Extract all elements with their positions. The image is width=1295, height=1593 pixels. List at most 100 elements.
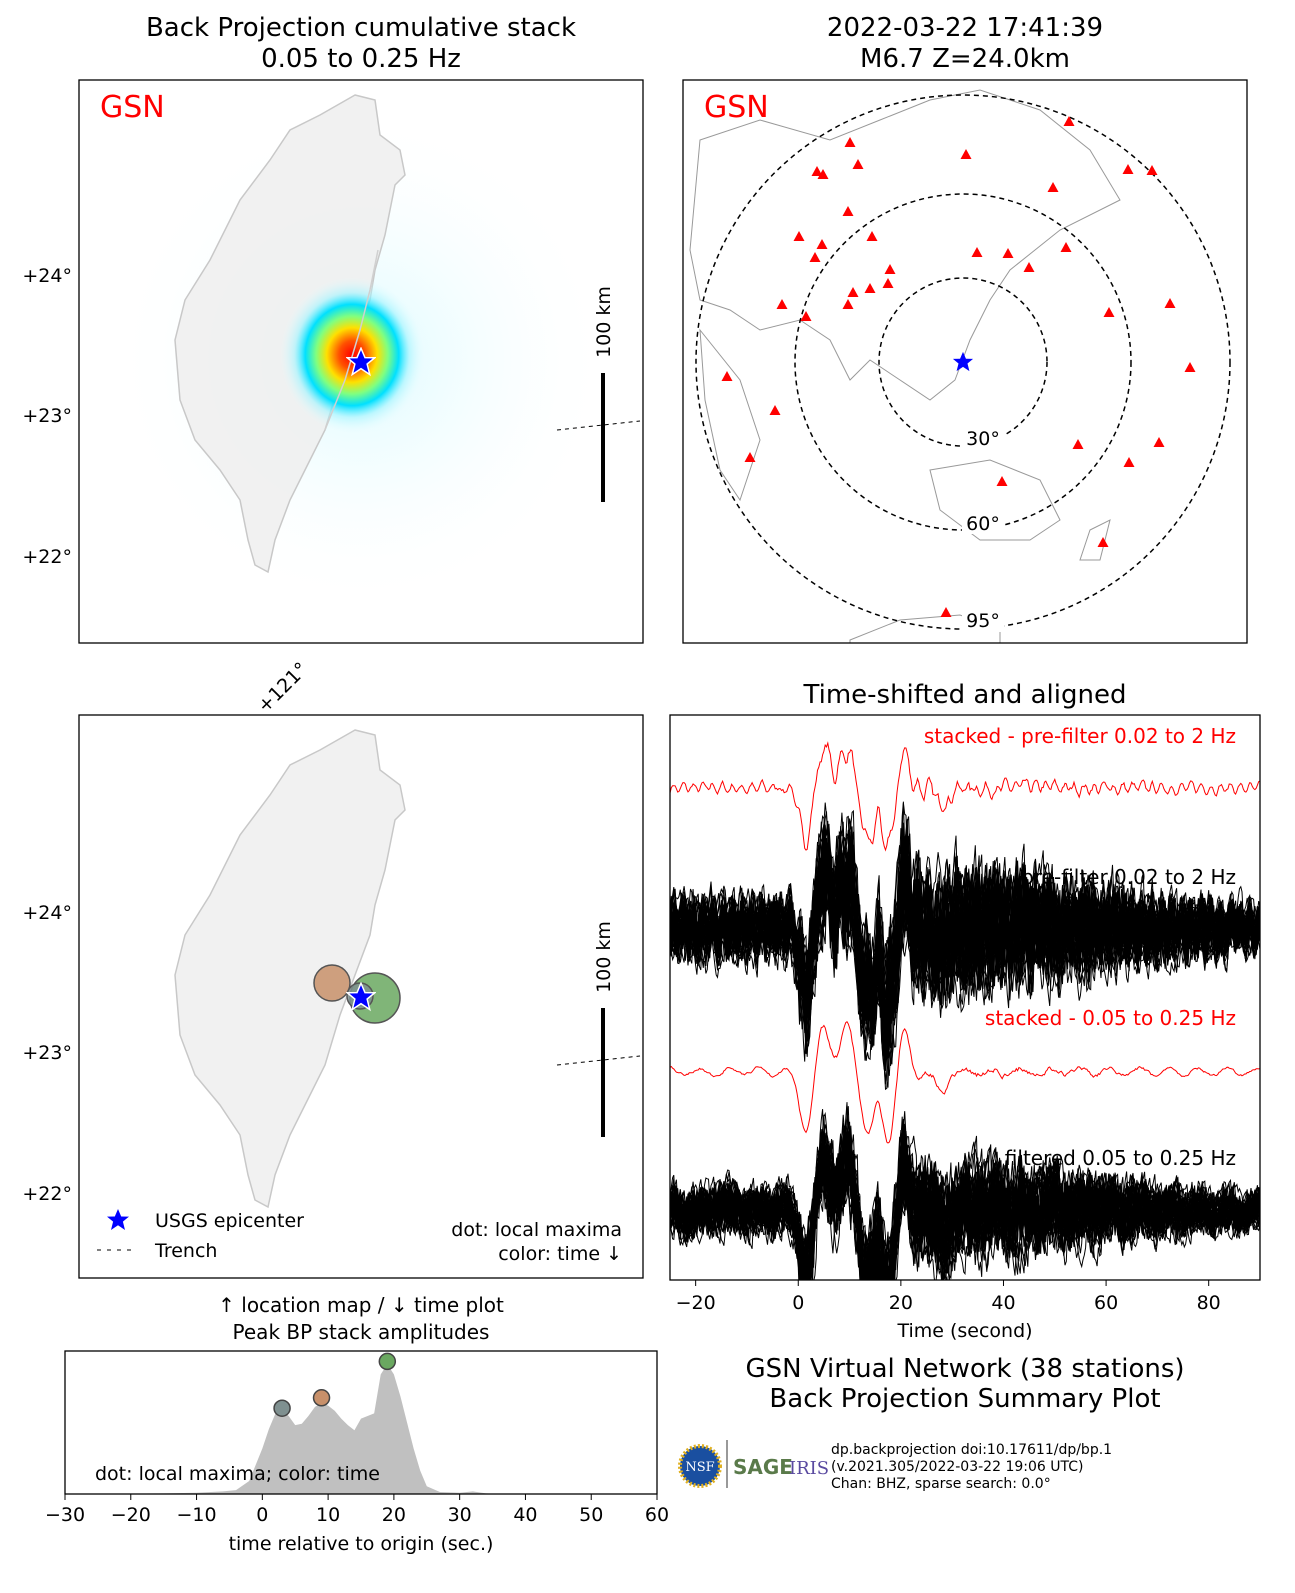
x-tick-label: 60: [1094, 1292, 1118, 1314]
station-triangle-icon: [744, 452, 756, 462]
x-tick-label: −20: [676, 1292, 716, 1314]
station-triangle-icon: [1184, 362, 1196, 372]
x-tick-label: 40: [513, 1504, 537, 1526]
x-tick-label: 0: [256, 1504, 268, 1526]
station-triangle-icon: [1060, 242, 1072, 252]
summary-subtitle: Back Projection Summary Plot: [769, 1384, 1160, 1414]
network-label: GSN: [704, 90, 769, 125]
trace-label: filtered 0.05 to 0.25 Hz: [1005, 1146, 1236, 1170]
ring-label: 60°: [966, 513, 1000, 535]
distance-ring: [695, 94, 1231, 630]
legend-label: Trench: [154, 1240, 217, 1262]
lat-tick: +23°: [22, 405, 72, 427]
maximum-dot: [313, 964, 351, 1002]
station-triangle-icon: [721, 371, 733, 381]
time-plot-annotation: dot: local maxima; color: time: [95, 1463, 380, 1485]
x-tick-label: 40: [991, 1292, 1015, 1314]
station-triangle-icon: [852, 159, 864, 169]
station-triangle-icon: [1122, 164, 1134, 174]
maximum-dot: [273, 1399, 291, 1417]
station-triangle-icon: [1146, 165, 1158, 175]
station-trace: [670, 857, 1260, 1047]
distance-ring: [878, 277, 1048, 447]
station-triangle-icon: [882, 278, 894, 288]
bp-stack-map: [111, 94, 641, 610]
x-tick-label: 50: [579, 1504, 603, 1526]
legend-label: USGS epicenter: [155, 1210, 304, 1232]
map-note: color: time ↓: [498, 1243, 622, 1265]
scale-label: 100 km: [593, 286, 615, 358]
station-trace: [670, 1118, 1260, 1280]
info-line: Chan: BHZ, sparse search: 0.0°: [831, 1476, 1051, 1492]
lat-tick: +24°: [22, 265, 72, 287]
maximum-dot: [312, 1389, 331, 1407]
station-triangle-icon: [769, 405, 781, 415]
station-triangle-icon: [1047, 182, 1059, 192]
iris-logo: IRIS: [789, 1458, 829, 1479]
waveform-title: Time-shifted and aligned: [803, 680, 1127, 710]
station-triangle-icon: [817, 169, 829, 179]
ring-label: 30°: [966, 428, 1000, 450]
sage-logo: SAGE: [733, 1455, 793, 1479]
left-map-subtitle: 0.05 to 0.25 Hz: [261, 44, 461, 74]
x-tick-label: 30: [448, 1504, 472, 1526]
x-tick-label: 0: [792, 1292, 804, 1314]
trace-label: stacked - pre-filter 0.02 to 2 Hz: [924, 724, 1236, 748]
station-triangle-icon: [1164, 298, 1176, 308]
station-triangle-icon: [842, 206, 854, 216]
trench-line: [556, 420, 641, 431]
time-plot-title: Peak BP stack amplitudes: [233, 1320, 490, 1344]
station-trace: [670, 848, 1260, 1045]
station-trace: [670, 835, 1260, 1023]
trench-line: [556, 1055, 641, 1066]
maximum-dot: [378, 1352, 397, 1371]
x-tick-label: −20: [111, 1504, 151, 1526]
station-triangle-icon: [844, 137, 856, 147]
scale-label: 100 km: [593, 921, 615, 993]
time-plot-xlabel: time relative to origin (sec.): [229, 1533, 494, 1555]
station-triangle-icon: [809, 252, 821, 262]
svg-text:NSF: NSF: [685, 1460, 714, 1475]
stacked-trace: [670, 741, 1260, 852]
station-triangle-icon: [1023, 262, 1035, 272]
station-triangle-icon: [960, 149, 972, 159]
network-label: GSN: [100, 90, 165, 125]
lat-tick: +22°: [22, 546, 72, 568]
event-magnitude-depth: M6.7 Z=24.0km: [860, 44, 1070, 74]
station-triangle-icon: [1153, 437, 1165, 447]
station-triangle-icon: [816, 239, 828, 249]
map-caption: ↑ location map / ↓ time plot: [218, 1293, 504, 1317]
lat-tick: +22°: [22, 1183, 72, 1205]
station-triangle-icon: [866, 231, 878, 241]
station-triangle-icon: [811, 166, 823, 176]
trace-label: pre-filter 0.02 to 2 Hz: [1021, 865, 1236, 889]
nsf-logo: NSF: [678, 1444, 722, 1488]
lat-tick: +24°: [22, 902, 72, 924]
station-triangle-icon: [842, 299, 854, 309]
x-tick-label: −30: [45, 1504, 85, 1526]
station-triangle-icon: [1002, 248, 1014, 258]
station-triangle-icon: [884, 264, 896, 274]
legend-star-icon: [107, 1209, 129, 1230]
station-trace: [670, 802, 1260, 1037]
stacked-trace: [670, 1020, 1260, 1144]
waveform-xlabel: Time (second): [896, 1320, 1032, 1342]
x-tick-label: 20: [382, 1504, 406, 1526]
station-triangle-icon: [776, 299, 788, 309]
station-trace: [670, 1114, 1260, 1280]
x-tick-label: 20: [889, 1292, 913, 1314]
station-triangle-icon: [793, 231, 805, 241]
waveform-plot: [670, 741, 1260, 1280]
station-triangle-icon: [1063, 116, 1075, 126]
station-triangle-icon: [800, 311, 812, 321]
station-triangle-icon: [1123, 457, 1135, 467]
ring-label: 95°: [966, 610, 1000, 632]
amplitude-area: [65, 1364, 657, 1494]
location-map: [174, 729, 641, 1208]
left-map-title: Back Projection cumulative stack: [146, 13, 576, 43]
x-tick-label: 10: [316, 1504, 340, 1526]
station-triangle-icon: [940, 607, 952, 617]
station-triangle-icon: [971, 247, 983, 257]
lat-tick: +23°: [22, 1042, 72, 1064]
